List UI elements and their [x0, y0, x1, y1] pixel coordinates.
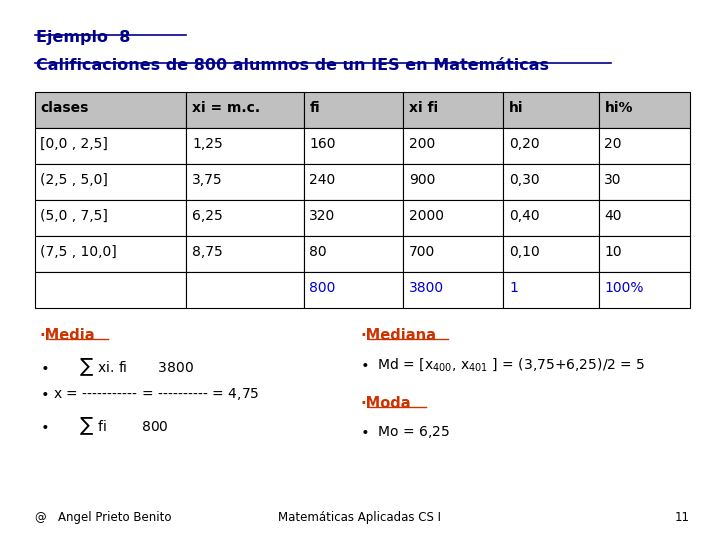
- Text: [0,0 , 2,5]: [0,0 , 2,5]: [40, 137, 108, 151]
- Text: (2,5 , 5,0]: (2,5 , 5,0]: [40, 173, 108, 187]
- Text: 320: 320: [310, 208, 336, 222]
- Text: 80: 80: [310, 245, 327, 259]
- Text: 1,25: 1,25: [192, 137, 223, 151]
- Text: Ejemplo  8: Ejemplo 8: [36, 30, 130, 45]
- Text: 0,30: 0,30: [509, 173, 539, 187]
- Text: ·Mediana: ·Mediana: [360, 328, 436, 343]
- Text: @   Angel Prieto Benito: @ Angel Prieto Benito: [35, 511, 171, 524]
- Text: 900: 900: [409, 173, 436, 187]
- Text: hi%: hi%: [604, 100, 633, 114]
- Text: 240: 240: [310, 173, 336, 187]
- Text: 0,20: 0,20: [509, 137, 539, 151]
- Text: 0,40: 0,40: [509, 208, 539, 222]
- Text: clases: clases: [40, 100, 89, 114]
- Text: 2000: 2000: [409, 208, 444, 222]
- Text: 40: 40: [604, 208, 622, 222]
- Text: 200: 200: [409, 137, 436, 151]
- Text: xi fi: xi fi: [409, 100, 438, 114]
- Text: fi: fi: [310, 100, 320, 114]
- Text: Matemáticas Aplicadas CS I: Matemáticas Aplicadas CS I: [279, 511, 441, 524]
- Text: 700: 700: [409, 245, 436, 259]
- Text: (7,5 , 10,0]: (7,5 , 10,0]: [40, 245, 117, 259]
- Text: 6,25: 6,25: [192, 208, 223, 222]
- Text: 160: 160: [310, 137, 336, 151]
- Text: $\bullet$  Mo = 6,25: $\bullet$ Mo = 6,25: [360, 424, 450, 441]
- Text: 11: 11: [675, 511, 690, 524]
- Text: 1: 1: [509, 281, 518, 295]
- Text: 8,75: 8,75: [192, 245, 223, 259]
- Text: 0,10: 0,10: [509, 245, 540, 259]
- Text: $\bullet$       $\sum$ fi        800: $\bullet$ $\sum$ fi 800: [40, 415, 168, 437]
- Text: $\bullet$  Md = [x$_{400}$, x$_{401}$ ] = (3,75+6,25)/2 = 5: $\bullet$ Md = [x$_{400}$, x$_{401}$ ] =…: [360, 356, 645, 373]
- Text: $\bullet$ x = ----------- = ---------- = 4,75: $\bullet$ x = ----------- = ---------- =…: [40, 386, 259, 402]
- Text: hi: hi: [509, 100, 523, 114]
- Text: $\bullet$       $\sum$ xi. fi       3800: $\bullet$ $\sum$ xi. fi 3800: [40, 356, 194, 377]
- Text: 10: 10: [604, 245, 622, 259]
- Text: 30: 30: [604, 173, 622, 187]
- Text: (5,0 , 7,5]: (5,0 , 7,5]: [40, 208, 108, 222]
- Text: 800: 800: [310, 281, 336, 295]
- Text: 20: 20: [604, 137, 622, 151]
- Text: Calificaciones de 800 alumnos de un IES en Matemáticas: Calificaciones de 800 alumnos de un IES …: [36, 58, 549, 73]
- Text: 3,75: 3,75: [192, 173, 222, 187]
- Text: ·Moda: ·Moda: [360, 396, 410, 411]
- Text: xi = m.c.: xi = m.c.: [192, 100, 261, 114]
- Text: ·Media: ·Media: [40, 328, 95, 343]
- Text: 3800: 3800: [409, 281, 444, 295]
- Text: 100%: 100%: [604, 281, 644, 295]
